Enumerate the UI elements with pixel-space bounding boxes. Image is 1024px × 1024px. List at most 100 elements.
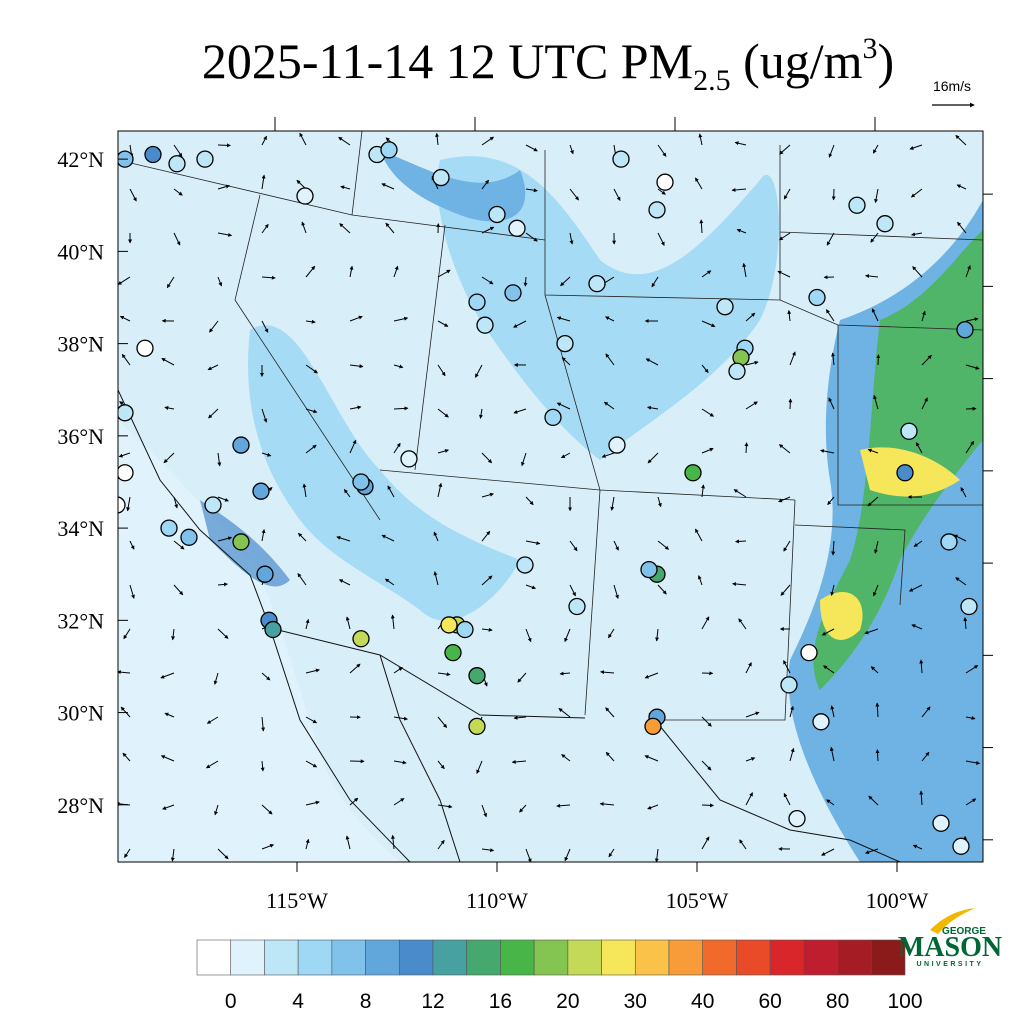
colorbar-box (601, 939, 636, 976)
wind-vector (349, 405, 362, 410)
wind-vector (349, 364, 364, 369)
wind-vector (955, 134, 967, 146)
colorbar-label: 30 (624, 990, 647, 1013)
wind-vector (163, 452, 175, 464)
station (900, 422, 918, 440)
station (256, 565, 274, 583)
wind-vector (166, 276, 175, 289)
station (640, 560, 658, 579)
station (264, 620, 282, 639)
title-sub: 2.5 (693, 64, 731, 97)
wind-vector (872, 144, 879, 154)
wind-vector (173, 584, 184, 596)
wind-vector (214, 804, 219, 816)
wind-vector (831, 540, 836, 556)
wind-vector (644, 755, 659, 762)
wind-vector (433, 531, 439, 542)
station (648, 201, 666, 219)
wind-vector (605, 353, 615, 366)
station (848, 196, 866, 214)
wind-vector (129, 584, 135, 599)
wind-vector (437, 804, 453, 809)
wind-vector (170, 848, 175, 862)
wind-vector (345, 616, 351, 630)
wind-vector (561, 357, 571, 366)
logo-flame (930, 908, 975, 934)
wind-vector (561, 754, 571, 762)
wind-vector (119, 315, 131, 322)
station (456, 620, 474, 639)
wind-vector (865, 274, 879, 279)
colorbar-box (702, 939, 737, 976)
station (960, 597, 978, 616)
wind-vector (164, 406, 175, 410)
station (440, 616, 458, 634)
wind-vector (305, 265, 316, 278)
colorbar-box (668, 939, 704, 976)
wind-vector (217, 536, 233, 542)
lon-tick-label: 110°W (466, 888, 528, 913)
wind-vector (605, 707, 615, 718)
wind-vector (864, 628, 879, 635)
wind-vector (305, 408, 318, 414)
wind-vector (385, 222, 395, 234)
wind-vector (780, 584, 791, 596)
wind-vector (511, 759, 527, 764)
station (296, 187, 314, 205)
wind-vector (339, 223, 351, 234)
wind-vector (349, 439, 357, 454)
colorbar-box (398, 939, 434, 976)
field-plains-yellow (820, 447, 960, 640)
title-units: (ug/m (731, 33, 863, 89)
wind-vector (697, 575, 703, 586)
wind-vector (738, 618, 747, 630)
wind-vector (338, 579, 351, 586)
wind-vector (393, 364, 404, 369)
wind-vector (870, 666, 879, 674)
wind-vector (217, 232, 233, 237)
wind-vector (645, 358, 659, 366)
wind-vector (823, 665, 835, 674)
wind-vector (739, 839, 747, 850)
wind-vector (873, 584, 879, 597)
wind-vector (921, 706, 931, 718)
wind-vector (556, 803, 571, 808)
wind-vector (745, 662, 752, 674)
colorbar-label: 100 (887, 990, 922, 1013)
wind-vector (340, 185, 351, 190)
wind-vector (349, 797, 359, 806)
wind-vector (699, 219, 704, 234)
colorbar-box (803, 939, 838, 976)
wind-vector (826, 309, 835, 322)
station (118, 404, 134, 422)
wind-vector (828, 144, 835, 158)
wind-vector (217, 276, 223, 287)
station (380, 141, 398, 159)
wind-vector (787, 309, 792, 322)
lat-tick-label: 32°N (57, 608, 104, 633)
wind-vector (600, 670, 615, 675)
station (468, 293, 486, 311)
station (180, 528, 198, 546)
logo: GEORGE MASON UNIVERSITY (898, 908, 1002, 968)
map-frame (117, 130, 984, 863)
wind-vector (955, 577, 967, 586)
wind-vector (613, 540, 619, 551)
wind-vector (912, 266, 923, 278)
wind-vector (393, 798, 405, 806)
wind-vector (118, 452, 131, 458)
wind-vector (437, 716, 448, 728)
wind-vector (261, 223, 269, 234)
wind-vector (476, 760, 483, 774)
wind-vector (261, 408, 268, 423)
wind-vector (657, 496, 662, 508)
station (556, 334, 574, 353)
wind-vector (261, 716, 266, 732)
station (788, 809, 806, 828)
wind-vector (911, 232, 923, 237)
wind-vector (915, 441, 923, 454)
wind-vector (305, 364, 318, 374)
wind-vector (701, 716, 712, 727)
colorbar-box (567, 939, 602, 976)
